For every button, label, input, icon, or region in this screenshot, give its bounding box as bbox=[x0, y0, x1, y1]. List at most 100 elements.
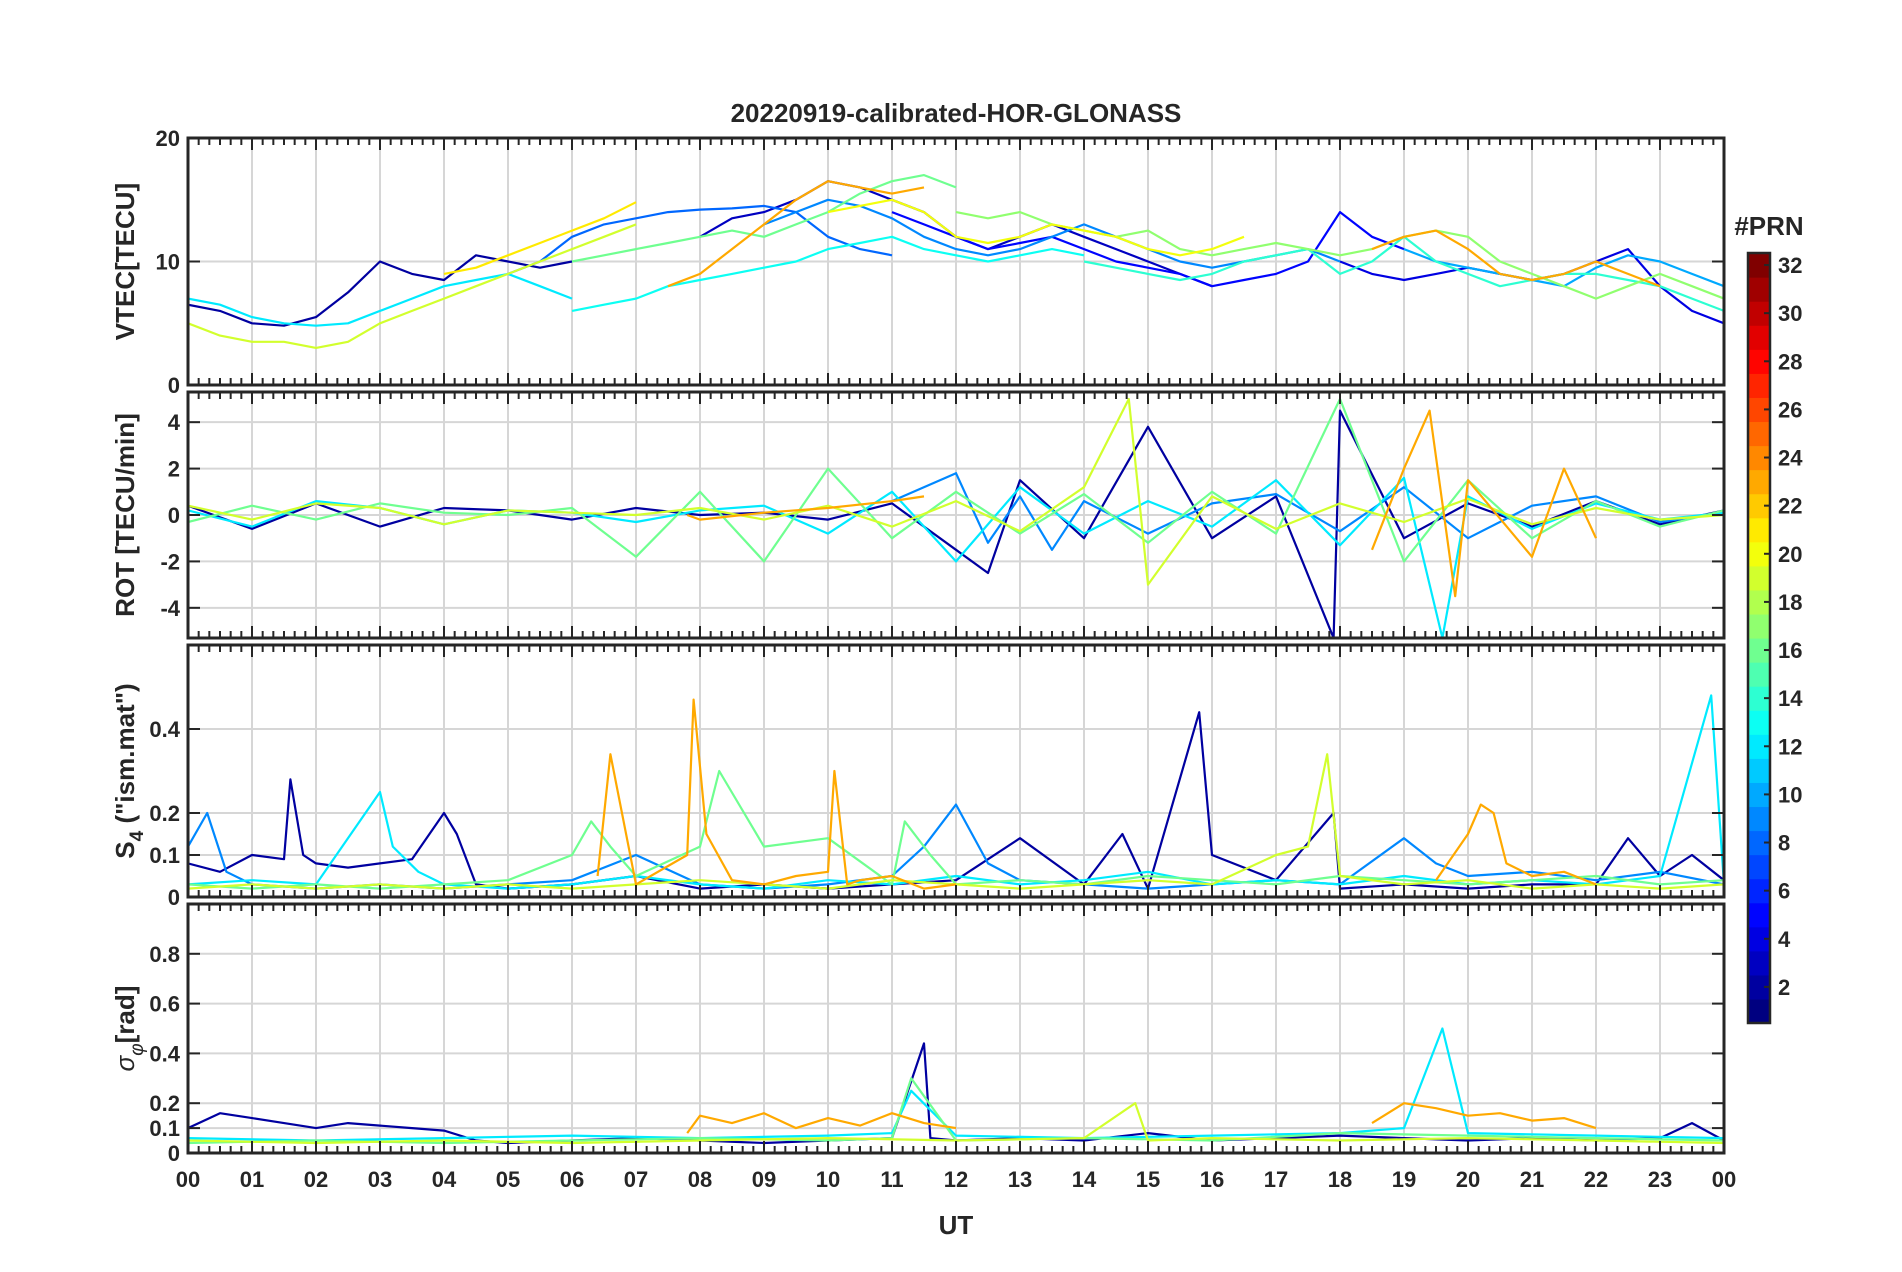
panel-frame bbox=[186, 136, 1726, 387]
colorbar-swatch bbox=[1748, 349, 1770, 374]
colorbar-frame bbox=[1746, 251, 1772, 1025]
y-tick-label: 0 bbox=[168, 373, 180, 398]
y-tick-label: 10 bbox=[156, 250, 180, 275]
colorbar-swatch bbox=[1748, 445, 1770, 471]
panel-frame bbox=[186, 390, 1726, 640]
y-tick-label: -2 bbox=[160, 549, 180, 574]
series-line-prn-16 bbox=[571, 174, 957, 263]
colorbar-tick-label: 6 bbox=[1778, 879, 1790, 904]
colorbar-tick-label: 2 bbox=[1778, 975, 1790, 1000]
series-line-prn-19 bbox=[188, 397, 1724, 586]
x-tick-label: 00 bbox=[176, 1167, 200, 1192]
series-line-prn-23 bbox=[686, 1112, 957, 1134]
colorbar-label: #PRN bbox=[1734, 211, 1803, 241]
x-tick-label: 12 bbox=[944, 1167, 968, 1192]
y-tick-label: 0 bbox=[168, 885, 180, 910]
colorbar-swatch bbox=[1748, 469, 1770, 495]
colorbar-swatch bbox=[1748, 734, 1770, 759]
colorbar-tick-label: 4 bbox=[1778, 927, 1791, 952]
grid bbox=[187, 645, 1725, 898]
panel-frame bbox=[186, 902, 1726, 1155]
panel-s4: 0 0.1 0.2 0.4S4 ("ism.mat") bbox=[110, 643, 1726, 910]
colorbar-tick-label: 18 bbox=[1778, 590, 1802, 615]
colorbar-tick-label: 8 bbox=[1778, 831, 1790, 856]
y-tick-label: 0.1 bbox=[149, 1116, 180, 1141]
x-tick-label: 01 bbox=[240, 1167, 264, 1192]
colorbar-swatch bbox=[1748, 854, 1770, 880]
colorbar-swatch bbox=[1748, 758, 1770, 783]
x-tick-label: 21 bbox=[1520, 1167, 1544, 1192]
y-tick-label: 0.2 bbox=[149, 801, 180, 826]
y-axis-label: S4 ("ism.mat") bbox=[110, 683, 148, 858]
series-line-prn-23 bbox=[1435, 803, 1597, 886]
x-axis-label: UT bbox=[939, 1210, 974, 1240]
colorbar-swatch bbox=[1748, 974, 1770, 1000]
series-line-prn-23 bbox=[1370, 409, 1597, 598]
series-line-prn-23 bbox=[1371, 1102, 1597, 1130]
series-group bbox=[188, 1027, 1724, 1145]
colorbar-swatch bbox=[1748, 806, 1770, 832]
panel-frame bbox=[186, 643, 1726, 899]
x-tick-label: 08 bbox=[688, 1167, 712, 1192]
panel-rot: -4 -2 0 2 4 ROT [TECU/min] bbox=[110, 390, 1726, 640]
colorbar-swatch bbox=[1748, 421, 1770, 447]
x-tick-label: 13 bbox=[1008, 1167, 1032, 1192]
y-tick-label: 0.8 bbox=[149, 942, 180, 967]
colorbar-swatch bbox=[1748, 589, 1770, 615]
y-tick-label: 0.6 bbox=[149, 992, 180, 1017]
x-tick-label: 11 bbox=[880, 1167, 903, 1192]
colorbar-swatch bbox=[1748, 998, 1770, 1024]
x-tick-label: 05 bbox=[496, 1167, 520, 1192]
colorbar-swatch bbox=[1748, 902, 1770, 928]
series-line-prn-9 bbox=[891, 472, 1724, 551]
colorbar-swatch bbox=[1748, 710, 1770, 735]
colorbar-tick-label: 30 bbox=[1778, 301, 1802, 326]
colorbar-swatch bbox=[1748, 493, 1770, 519]
x-tick-label: 17 bbox=[1264, 1167, 1288, 1192]
colorbar-tick-label: 10 bbox=[1778, 782, 1802, 807]
colorbar-swatch bbox=[1748, 301, 1770, 326]
colorbar-swatch bbox=[1748, 373, 1770, 398]
series-line-prn-20 bbox=[827, 198, 1245, 257]
colorbar-swatch bbox=[1748, 926, 1770, 952]
colorbar-tick-label: 22 bbox=[1778, 494, 1802, 519]
y-tick-label: 0.4 bbox=[149, 717, 180, 742]
colorbar-tick-label: 28 bbox=[1778, 349, 1802, 374]
panel-sigma_phi: 00.10.2 0.4 0.6 0.8σφ[rad] 00 01 02 03 04 05 06 07 0… bbox=[110, 902, 1736, 1192]
series-line-prn-9 bbox=[763, 198, 1341, 269]
x-tick-label: 10 bbox=[816, 1167, 840, 1192]
series-line-prn-2 bbox=[188, 711, 1724, 890]
panel-vtec: 0 10 20 VTEC[TECU] bbox=[110, 126, 1726, 398]
grid bbox=[187, 137, 1725, 386]
y-tick-label: 20 bbox=[156, 126, 180, 151]
x-tick-label: 09 bbox=[752, 1167, 776, 1192]
colorbar-tick-label: 24 bbox=[1778, 446, 1803, 471]
colorbar-swatch bbox=[1748, 325, 1770, 350]
series-line-prn-12 bbox=[188, 1027, 1724, 1142]
colorbar-tick-label: 20 bbox=[1778, 542, 1802, 567]
x-tick-label: 16 bbox=[1200, 1167, 1224, 1192]
y-tick-label: 0.4 bbox=[149, 1041, 180, 1066]
x-tick-label: 07 bbox=[624, 1167, 648, 1192]
chart-title: 20220919-calibrated-HOR-GLONASS bbox=[731, 98, 1182, 128]
x-tick-label: 19 bbox=[1392, 1167, 1416, 1192]
y-tick-label: -4 bbox=[160, 596, 180, 621]
y-tick-label: 0.1 bbox=[149, 843, 180, 868]
x-tick-label: 22 bbox=[1584, 1167, 1608, 1192]
x-tick-label: 02 bbox=[304, 1167, 328, 1192]
y-axis-label: σφ[rad] bbox=[110, 986, 148, 1072]
series-line-prn-5 bbox=[891, 211, 1405, 288]
y-tick-label: 2 bbox=[168, 457, 180, 482]
x-tick-label: 06 bbox=[560, 1167, 584, 1192]
colorbar-swatch bbox=[1748, 638, 1770, 663]
x-tick-label: 04 bbox=[432, 1167, 457, 1192]
colorbar-swatch bbox=[1748, 541, 1770, 567]
colorbar-swatch bbox=[1748, 878, 1770, 904]
series-line-prn-21 bbox=[443, 201, 637, 275]
x-tick-label: 15 bbox=[1136, 1167, 1160, 1192]
y-tick-label: 0.2 bbox=[149, 1091, 180, 1116]
x-tick-label: 14 bbox=[1072, 1167, 1097, 1192]
y-axis-label: VTEC[TECU] bbox=[110, 183, 140, 340]
